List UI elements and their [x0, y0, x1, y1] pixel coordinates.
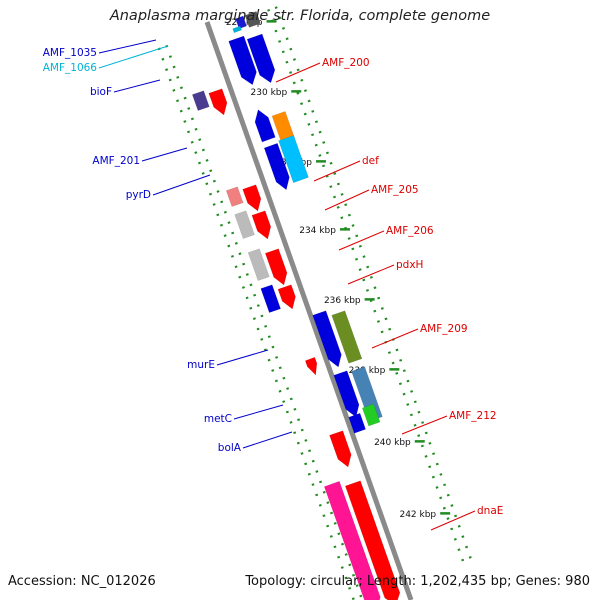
gene-label-biof: bioF [90, 86, 112, 98]
gene-leader-line [216, 349, 269, 366]
gene-block [234, 210, 255, 239]
gene-leader-line [98, 45, 169, 69]
gene-block [348, 412, 366, 434]
gene-label-amf-201: AMF_201 [92, 155, 140, 167]
gene-label-amf-1066: AMF_1066 [43, 62, 98, 74]
gene-leader-line [242, 431, 293, 449]
gene-label-amf-205: AMF_205 [371, 184, 419, 196]
gene-block [260, 284, 281, 313]
gene-block [208, 88, 228, 116]
gene-block [331, 310, 363, 364]
backbone-line [204, 21, 414, 601]
gene-block [228, 35, 257, 86]
left-track-outer [274, 6, 475, 568]
gene-block [251, 210, 272, 240]
genome-summary: Topology: circular; Length: 1,202,435 bp… [245, 574, 590, 589]
gene-leader-line [313, 160, 361, 182]
gene-label-pdxh: pdxH [396, 259, 423, 271]
ruler-tick-label: 242 kbp [399, 510, 436, 520]
gene-block [232, 25, 242, 34]
gene-leader-line [430, 510, 476, 531]
gene-block [246, 33, 276, 84]
gene-leader-line [233, 404, 284, 420]
ruler-tick-label: 230 kbp [251, 88, 288, 98]
gene-leader-line [324, 189, 370, 211]
gene-block [278, 135, 309, 184]
gene-leader-line [401, 415, 448, 435]
accession-label: Accession: NC_012026 [8, 574, 156, 589]
gene-label-mure: murE [187, 359, 215, 371]
gene-block [254, 109, 276, 143]
gene-block [323, 480, 381, 604]
gene-label-dnae: dnaE [477, 505, 503, 517]
gene-leader-line [113, 79, 161, 93]
gene-leader-line [371, 328, 419, 349]
gene-block [242, 184, 262, 212]
gene-label-metc: metC [204, 413, 232, 425]
ruler-tick-label: 236 kbp [324, 296, 361, 306]
gene-label-pyrd: pyrD [126, 189, 151, 201]
gene-block [329, 430, 352, 468]
gene-block [361, 403, 381, 427]
ruler-tick-label: 234 kbp [299, 226, 336, 236]
gene-label-amf-1035: AMF_1035 [43, 47, 97, 59]
gene-block [333, 370, 360, 418]
gene-leader-line [98, 39, 157, 54]
gene-block [264, 248, 288, 286]
gene-label-amf-206: AMF_206 [386, 225, 434, 237]
gene-block [277, 284, 296, 310]
gene-label-bola: bolA [218, 442, 242, 454]
gene-leader-line [347, 264, 395, 285]
gene-leader-line [275, 62, 321, 83]
gene-leader-line [152, 174, 211, 196]
gene-block [191, 90, 210, 111]
gene-block [304, 356, 318, 376]
ruler-tick-label: 238 kbp [349, 366, 386, 376]
gene-label-def: def [362, 155, 379, 167]
gene-block [225, 186, 244, 207]
gene-block [312, 310, 342, 368]
gene-label-amf-200: AMF_200 [322, 57, 370, 69]
gene-block [263, 142, 290, 191]
gene-leader-line [338, 230, 385, 251]
gene-label-amf-212: AMF_212 [449, 410, 497, 422]
gene-block [244, 11, 261, 28]
map-title: Anaplasma marginale str. Florida, comple… [109, 8, 491, 24]
gene-label-amf-209: AMF_209 [420, 323, 468, 335]
gene-block [247, 248, 270, 281]
gene-leader-line [141, 147, 188, 162]
ruler-tick-label: 240 kbp [374, 438, 411, 448]
